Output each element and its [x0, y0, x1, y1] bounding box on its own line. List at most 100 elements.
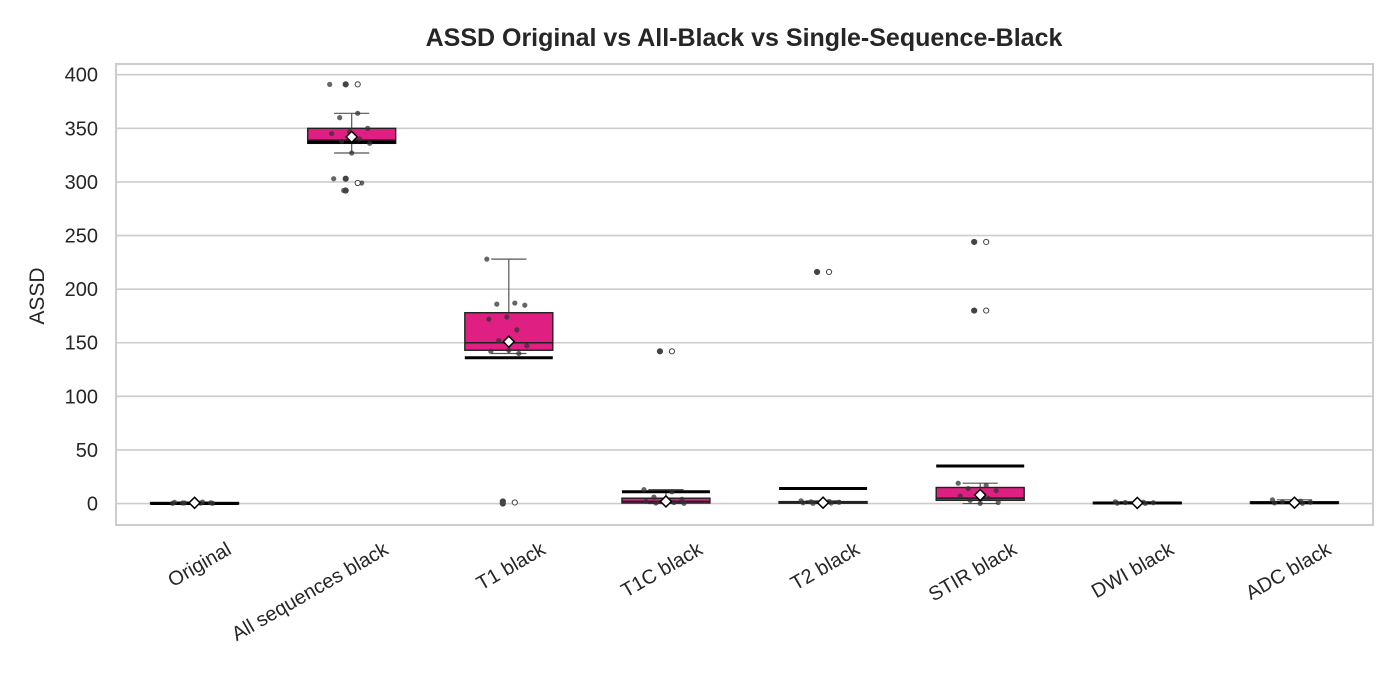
- data-point: [171, 499, 178, 505]
- data-point: [365, 125, 371, 131]
- data-point: [967, 497, 973, 503]
- x-tick-label-1: All sequences black: [228, 538, 393, 646]
- data-point: [506, 347, 512, 353]
- box-group-7: [1249, 496, 1340, 510]
- y-tick-label-400: 400: [65, 65, 98, 87]
- y-tick-label-300: 300: [65, 172, 98, 194]
- data-point: [995, 499, 1001, 506]
- outlier-point: [354, 81, 361, 88]
- x-tick-label-2: T1 black: [473, 538, 550, 595]
- outlier-point: [511, 499, 518, 506]
- outlier-point: [499, 500, 506, 507]
- data-point: [800, 500, 806, 506]
- data-point: [484, 256, 490, 262]
- data-point: [993, 488, 999, 494]
- outlier-point: [656, 348, 664, 355]
- data-point: [1279, 499, 1286, 505]
- y-tick-label-350: 350: [65, 118, 98, 140]
- mean-marker: [659, 494, 673, 508]
- data-point: [1299, 500, 1306, 506]
- data-point: [512, 300, 518, 306]
- box-group-2: [464, 256, 554, 507]
- y-tick-label-100: 100: [65, 386, 98, 408]
- y-tick-label-250: 250: [65, 226, 98, 248]
- data-point: [496, 338, 502, 344]
- data-point: [524, 343, 530, 349]
- data-point: [1307, 499, 1314, 505]
- data-point: [339, 138, 345, 144]
- data-point: [1142, 500, 1148, 506]
- outlier-point: [354, 179, 361, 187]
- x-tick-label-7: ADC black: [1242, 538, 1336, 605]
- y-tick-label-200: 200: [65, 279, 98, 301]
- outlier-point: [971, 238, 978, 246]
- data-point: [349, 150, 355, 156]
- data-point: [965, 485, 971, 492]
- outlier-point: [983, 238, 990, 246]
- box-group-6: [1092, 496, 1183, 510]
- data-point: [486, 316, 492, 322]
- y-axis-label: ASSD: [26, 267, 49, 324]
- x-tick-label-4: T2 black: [787, 538, 864, 595]
- y-tick-labels: 0 50 100 150 200 250 300 350 400: [65, 65, 98, 516]
- outlier-point: [342, 175, 349, 182]
- data-point: [516, 350, 522, 357]
- data-point: [977, 500, 983, 506]
- data-point: [357, 136, 363, 142]
- outlier-point: [971, 307, 978, 314]
- data-point: [504, 314, 510, 320]
- data-point: [522, 302, 528, 308]
- outlier-point: [813, 268, 821, 276]
- box-group-3: [621, 348, 711, 508]
- data-point: [836, 499, 842, 505]
- x-tick-label-5: STIR black: [925, 538, 1022, 606]
- data-point: [955, 480, 961, 486]
- data-point: [641, 487, 647, 493]
- data-point: [681, 500, 687, 506]
- mean-marker: [345, 130, 359, 144]
- box-group-4: [778, 268, 868, 510]
- data-point: [367, 140, 373, 146]
- data-point: [653, 500, 659, 506]
- x-tick-label-3: T1C black: [617, 538, 707, 603]
- mean-marker: [1287, 496, 1301, 510]
- data-point: [1122, 499, 1128, 506]
- box-series: [149, 81, 1340, 510]
- data-point: [983, 482, 989, 488]
- y-tick-label-0: 0: [87, 494, 98, 516]
- data-point: [957, 493, 963, 499]
- data-point: [671, 499, 677, 506]
- mean-marker: [1130, 496, 1144, 510]
- mean-marker: [816, 496, 830, 510]
- data-point: [1150, 500, 1156, 506]
- data-point: [494, 301, 500, 307]
- plot-frame: [115, 63, 1374, 526]
- outlier-point: [983, 307, 990, 314]
- data-point: [651, 494, 657, 500]
- y-tick-label-50: 50: [76, 440, 98, 462]
- data-point: [337, 115, 343, 121]
- outlier-point: [668, 348, 676, 355]
- data-point: [1271, 500, 1278, 506]
- x-tick-label-0: Original: [164, 538, 235, 592]
- mean-marker: [188, 496, 202, 510]
- data-point: [181, 500, 188, 506]
- data-point: [669, 489, 675, 495]
- outlier-point: [342, 81, 349, 88]
- mean-marker: [502, 335, 516, 349]
- data-point: [209, 500, 216, 506]
- outlier-point: [342, 187, 349, 194]
- grid-lines: [116, 73, 1373, 505]
- chart-title: ASSD Original vs All-Black vs Single-Seq…: [426, 24, 1063, 52]
- outlier-point: [825, 268, 833, 276]
- data-point: [514, 327, 520, 333]
- data-point: [355, 110, 361, 116]
- data-point: [331, 176, 337, 182]
- data-point: [327, 81, 333, 87]
- data-point: [643, 498, 649, 505]
- data-point: [488, 348, 494, 354]
- box-group-5: [935, 238, 1025, 506]
- data-point: [199, 499, 206, 505]
